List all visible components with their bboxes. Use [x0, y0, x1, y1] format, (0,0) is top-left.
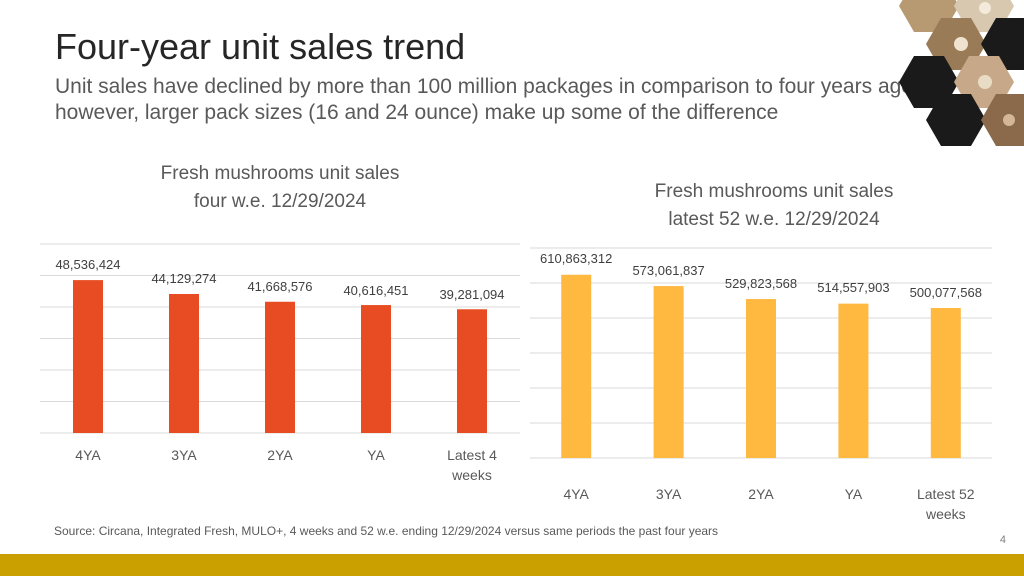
right-chart-title: Fresh mushrooms unit sales latest 52 w.e…	[624, 178, 924, 234]
page-title: Four-year unit sales trend	[55, 26, 466, 67]
bar-3ya	[653, 286, 684, 458]
category-label-line: 2YA	[267, 447, 293, 463]
right-chart-title-line-2: latest 52 w.e. 12/29/2024	[668, 209, 880, 230]
value-label: 44,129,274	[151, 271, 216, 286]
category-label: YA	[367, 447, 385, 463]
category-label: 2YA	[748, 486, 774, 502]
value-label: 39,281,094	[439, 287, 504, 302]
category-label-line: 2YA	[748, 486, 774, 502]
left-bar-chart: 48,536,424 4YA 44,129,274 3YA 41,668,576 2YA 4…	[40, 243, 520, 483]
category-label: 4YA	[563, 486, 589, 502]
category-label-line: Latest 4	[447, 447, 497, 463]
bar-2ya	[265, 301, 295, 433]
value-label: 514,557,903	[817, 280, 889, 295]
category-label: 3YA	[171, 447, 197, 463]
category-label: 4YA	[75, 447, 101, 463]
bar-2ya	[746, 299, 776, 458]
left-chart-title-line-2: four w.e. 12/29/2024	[193, 191, 367, 212]
right-bar-chart: 610,863,312 4YA 573,061,837 3YA 529,823,568 2…	[530, 247, 992, 522]
category-label-line: YA	[367, 447, 385, 463]
bar-latest-52-weeks	[930, 307, 961, 458]
category-label-line: weeks	[451, 467, 492, 483]
value-label: 500,077,568	[910, 285, 982, 300]
bar-ya	[361, 305, 391, 433]
category-label: YA	[845, 486, 863, 502]
hexagon-mushroom-photos-icon	[899, 0, 1024, 152]
value-label: 41,668,576	[247, 279, 312, 294]
category-label-line: YA	[845, 486, 863, 502]
category-label-line: Latest 52	[917, 486, 975, 502]
left-chart-title-line-1: Fresh mushrooms unit sales	[160, 163, 400, 184]
category-label: Latest 4 weeks	[447, 447, 497, 483]
page-number: 4	[999, 534, 1006, 546]
category-label-line: weeks	[925, 506, 966, 522]
category-label-line: 4YA	[75, 447, 101, 463]
value-label: 573,061,837	[632, 263, 704, 278]
category-label: 2YA	[267, 447, 293, 463]
bar-3ya	[169, 293, 199, 433]
category-label-line: 3YA	[171, 447, 197, 463]
value-label: 48,536,424	[55, 257, 120, 272]
value-label: 610,863,312	[540, 251, 612, 266]
bar-ya	[838, 303, 869, 458]
bar-4ya	[73, 280, 103, 433]
value-label: 529,823,568	[725, 276, 797, 291]
right-chart-title-line-1: Fresh mushrooms unit sales	[654, 181, 894, 202]
bar-4ya	[561, 274, 592, 458]
category-label-line: 4YA	[563, 486, 589, 502]
value-label: 40,616,451	[343, 283, 408, 298]
category-label: Latest 52 weeks	[917, 486, 975, 522]
category-label-line: 3YA	[656, 486, 682, 502]
bar-latest-4-weeks	[457, 309, 487, 433]
page-subtitle: Unit sales have declined by more than 10…	[55, 75, 919, 124]
source-note: Source: Circana, Integrated Fresh, MULO+…	[54, 524, 719, 538]
left-chart-title: Fresh mushrooms unit sales four w.e. 12/…	[130, 160, 430, 216]
category-label: 3YA	[656, 486, 682, 502]
bottom-accent-bar	[0, 554, 1024, 576]
